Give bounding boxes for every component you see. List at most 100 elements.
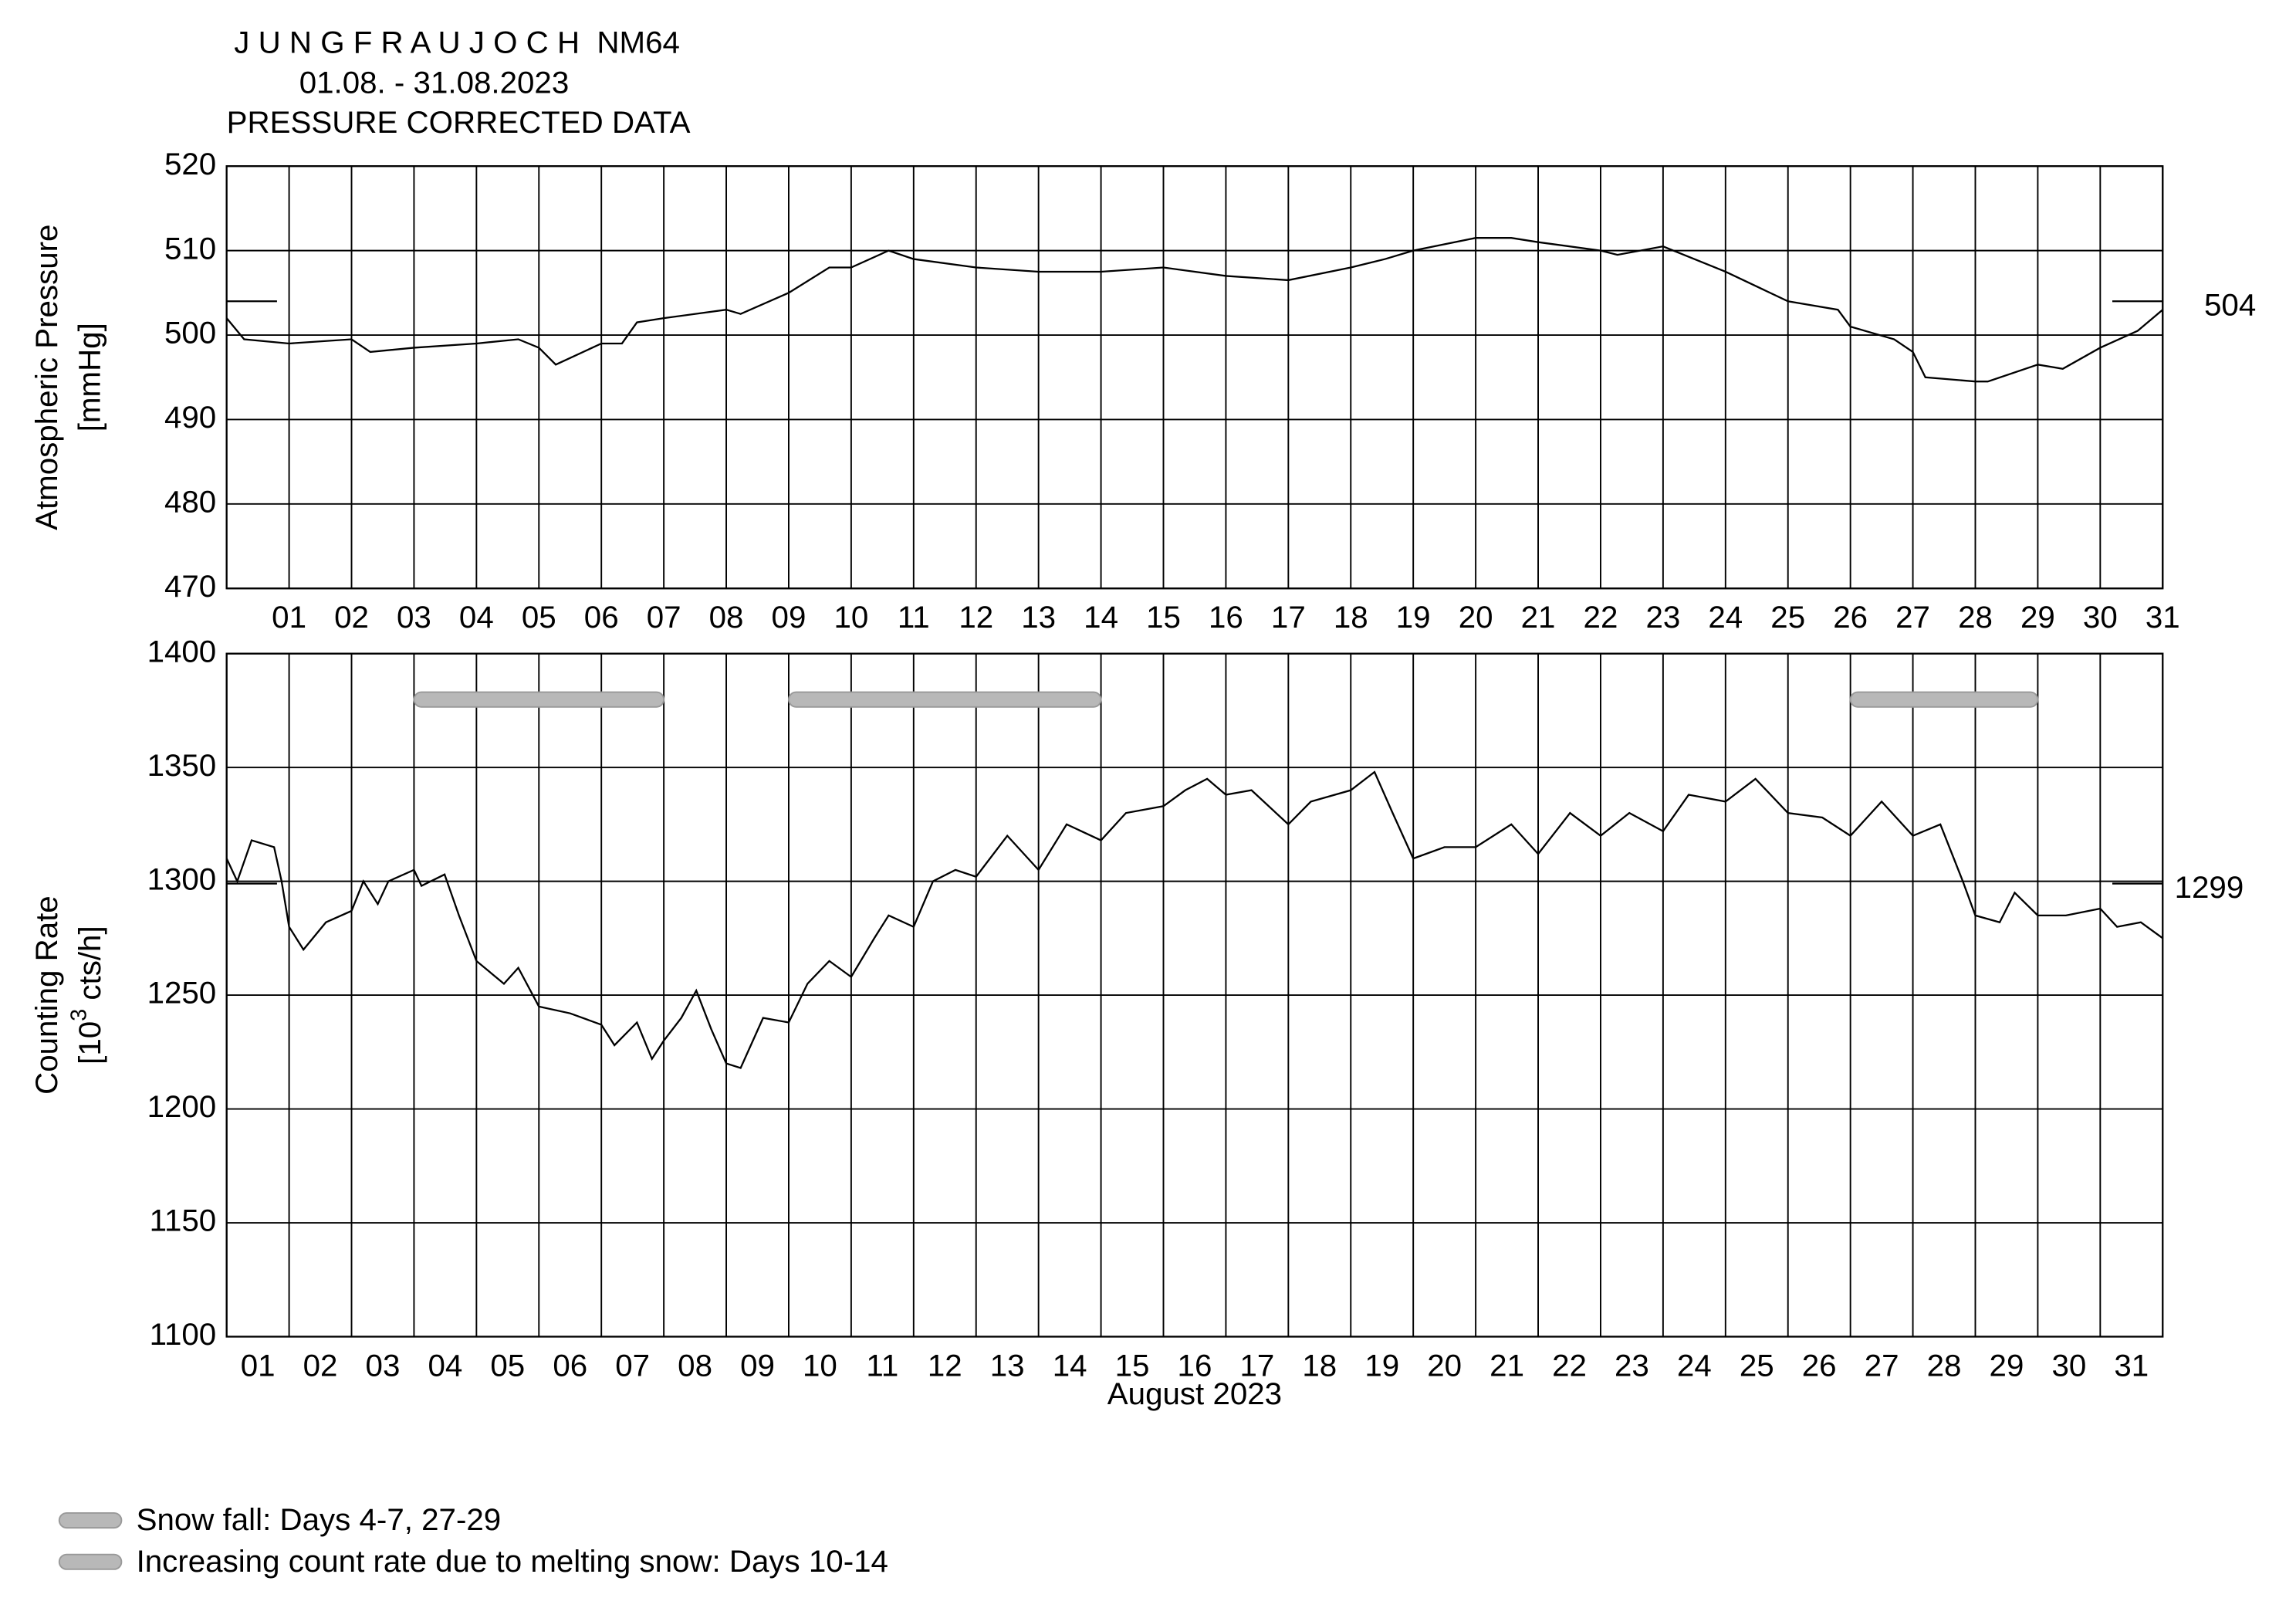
y-tick-label: 1150 [150,1203,217,1238]
y-tick-label: 490 [164,400,216,435]
x-tick-label: 27 [1895,600,1930,635]
x-tick-label: 07 [615,1348,650,1383]
y-tick-label: 510 [164,231,216,266]
x-tick-label: 01 [272,600,306,635]
y-axis-label: Counting Rate [29,895,64,1095]
x-tick-label: 28 [1927,1348,1962,1383]
x-tick-label: 22 [1584,600,1618,635]
x-tick-label: 27 [1865,1348,1899,1383]
x-tick-label: 25 [1740,1348,1774,1383]
y-axis-label-sup: 3 [66,1009,91,1021]
x-tick-label: 22 [1552,1348,1587,1383]
reference-label: 504 [2204,288,2256,323]
plot-frame [225,165,2164,590]
data-line [225,770,2163,1069]
x-tick-label: 24 [1677,1348,1712,1383]
plot-frame [225,652,2164,1338]
x-tick-label: 11 [898,600,930,635]
x-tick-label: 18 [1334,600,1368,635]
x-tick-label: 30 [2051,1348,2086,1383]
x-tick-label: 23 [1645,600,1680,635]
x-tick-label: 12 [928,1348,962,1383]
x-tick-label: 10 [834,600,868,635]
y-tick-label: 470 [164,569,216,604]
y-axis-label-part: [10 [73,1021,107,1065]
x-tick-label: 15 [1115,1348,1150,1383]
x-tick-label: 02 [303,1348,338,1383]
x-tick-label: 17 [1239,1348,1274,1383]
x-tick-label: 15 [1146,600,1181,635]
x-tick-label: 21 [1521,600,1556,635]
data-line [225,237,2164,383]
y-tick-label: 1350 [147,748,217,783]
x-tick-label: 08 [709,600,744,635]
x-tick-label: 16 [1209,600,1243,635]
x-tick-label: 06 [553,1348,587,1383]
x-tick-label: 05 [490,1348,525,1383]
y-tick-label: 480 [164,484,216,519]
subtitle: 01.08. - 31.08.2023 [299,65,570,100]
x-tick-label: 31 [2146,600,2180,635]
x-tick-label: 12 [959,600,993,635]
y-tick-label: 1100 [150,1317,217,1352]
y-axis-label-part: cts/h] [73,926,107,1008]
x-tick-label: 03 [366,1348,401,1383]
x-tick-label: 05 [522,600,556,635]
reference-label: 1299 [2175,870,2244,905]
y-tick-label: 1200 [147,1089,217,1124]
x-tick-label: 02 [334,600,369,635]
x-tick-label: 28 [1958,600,1993,635]
x-tick-label: 07 [647,600,681,635]
x-tick-label: 31 [2114,1348,2149,1383]
legend-swatch [58,1512,123,1529]
x-tick-label: 30 [2083,600,2118,635]
x-tick-label: 08 [678,1348,712,1383]
x-tick-label: 03 [397,600,431,635]
x-tick-label: 01 [241,1348,276,1383]
x-tick-label: 20 [1459,600,1493,635]
x-tick-label: 29 [2020,600,2055,635]
y-axis-label: [103 cts/h] [66,926,107,1065]
x-tick-label: 14 [1084,600,1118,635]
x-tick-label: 29 [1990,1348,2024,1383]
snow-band [413,691,665,708]
x-tick-label: 26 [1833,600,1868,635]
x-tick-label: 09 [772,600,806,635]
y-axis-label: [mmHg] [73,323,107,432]
y-tick-label: 1250 [147,976,217,1011]
x-tick-label: 09 [740,1348,775,1383]
x-tick-label: 17 [1271,600,1306,635]
x-tick-label: 18 [1302,1348,1337,1383]
x-tick-label: 19 [1396,600,1431,635]
x-tick-label: 24 [1708,600,1743,635]
x-tick-label: 13 [990,1348,1025,1383]
x-tick-label: 11 [866,1348,898,1383]
x-tick-label: 04 [428,1348,462,1383]
title: J U N G F R A U J O C H NM64 [234,25,680,59]
y-tick-label: 520 [164,147,216,181]
snow-band [1849,691,2039,708]
y-tick-label: 500 [164,316,216,350]
y-axis-label: Atmospheric Pressure [29,225,64,530]
x-tick-label: 06 [584,600,619,635]
y-tick-label: 1400 [147,634,217,669]
x-tick-label: 20 [1427,1348,1462,1383]
x-tick-label: 21 [1490,1348,1524,1383]
x-tick-label: 04 [459,600,494,635]
x-tick-label: 13 [1021,600,1056,635]
legend-swatch [58,1553,123,1570]
x-tick-label: 23 [1615,1348,1649,1383]
legend-text: Increasing count rate due to melting sno… [137,1544,888,1579]
y-tick-label: 1300 [147,862,217,896]
x-tick-label: 10 [803,1348,837,1383]
legend-text: Snow fall: Days 4-7, 27-29 [137,1502,502,1537]
subtitle: PRESSURE CORRECTED DATA [227,105,691,140]
x-axis-label: August 2023 [1107,1376,1282,1411]
x-tick-label: 25 [1770,600,1805,635]
x-tick-label: 26 [1802,1348,1837,1383]
x-tick-label: 19 [1364,1348,1399,1383]
x-tick-label: 16 [1178,1348,1212,1383]
x-tick-label: 14 [1053,1348,1087,1383]
